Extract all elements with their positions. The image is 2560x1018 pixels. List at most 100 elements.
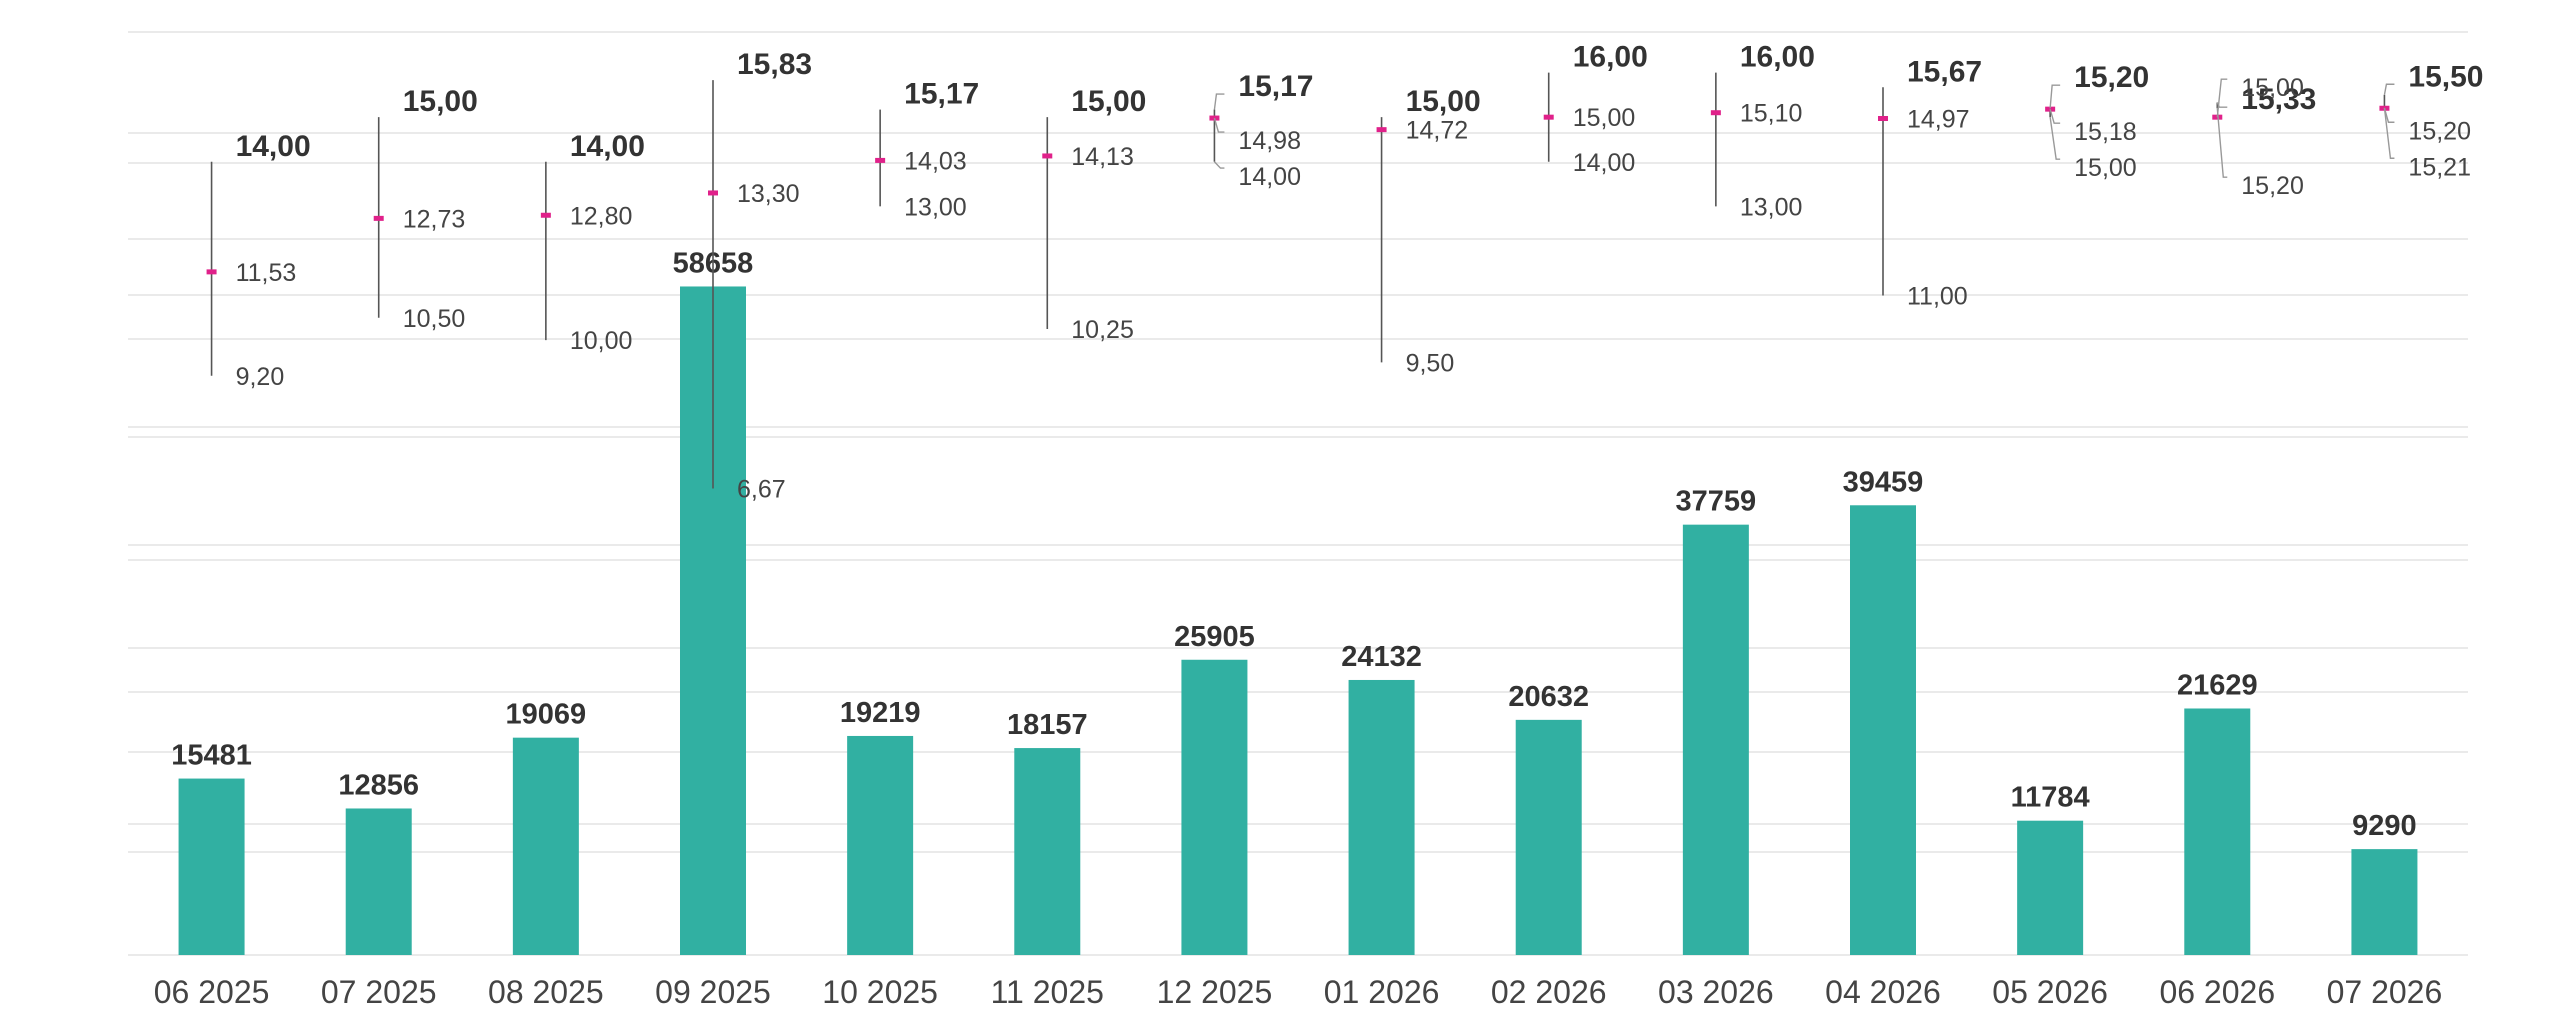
mean-leader-line <box>2383 108 2395 123</box>
x-tick-label: 11 2025 <box>991 974 1104 1010</box>
x-tick-label: 07 2026 <box>2327 974 2443 1010</box>
range-min-label: 14,00 <box>1573 149 1636 177</box>
range-mean-label: 14,98 <box>1238 127 1301 155</box>
bar-value-label: 25905 <box>1174 621 1255 653</box>
min-leader-line <box>2049 117 2061 160</box>
range-mean-label: 11,53 <box>236 259 297 287</box>
x-tick-label: 08 2025 <box>488 974 604 1010</box>
mean-leader-line <box>2216 78 2228 118</box>
bar-value-label: 19069 <box>506 699 587 731</box>
bar-value-label: 12856 <box>338 769 419 801</box>
range-max-label: 15,20 <box>2074 61 2149 94</box>
range-max-label: 15,50 <box>2408 60 2483 93</box>
bar-value-label: 19219 <box>840 697 921 729</box>
range-min-label: 11,00 <box>1907 283 1968 311</box>
x-tick-label: 09 2025 <box>655 974 771 1010</box>
range-mean-label: 12,80 <box>570 202 633 230</box>
range-max-label: 14,00 <box>570 130 645 163</box>
bar-03-2026 <box>1682 524 1749 955</box>
bar-10-2025 <box>847 735 914 955</box>
x-tick-label: 12 2025 <box>1157 974 1273 1010</box>
range-max-label: 15,67 <box>1907 55 1982 88</box>
x-tick-label: 06 2025 <box>154 974 270 1010</box>
range-max-label: 15,00 <box>403 85 478 118</box>
range-mean-label: 15,00 <box>1573 104 1636 132</box>
range-max-label: 16,00 <box>1573 41 1648 74</box>
range-min-label: 13,00 <box>1740 193 1803 221</box>
bar-07-2026 <box>2351 849 2418 955</box>
range-max-label: 15,83 <box>737 48 812 81</box>
max-leader-line <box>2216 102 2228 108</box>
max-leader-line <box>2383 83 2395 96</box>
range-mean-label: 14,13 <box>1071 143 1134 171</box>
bar-value-label: 39459 <box>1843 466 1924 498</box>
bar-value-label: 37759 <box>1676 486 1757 518</box>
range-mean-label: 15,00 <box>2241 74 2304 102</box>
x-tick-label: 06 2026 <box>2159 974 2275 1010</box>
x-tick-label: 05 2026 <box>1992 974 2108 1010</box>
bar-05-2026 <box>2017 820 2084 955</box>
range-series <box>206 72 2395 489</box>
range-max-label: 16,00 <box>1740 41 1815 74</box>
range-min-label: 9,50 <box>1406 349 1455 377</box>
max-leader-line <box>2049 84 2061 109</box>
range-mean-label: 14,72 <box>1406 117 1469 145</box>
bar-06-2026 <box>2184 708 2251 955</box>
x-tick-label: 04 2026 <box>1825 974 1941 1010</box>
x-tick-label: 10 2025 <box>822 974 938 1010</box>
bar-value-label: 15481 <box>171 740 252 772</box>
range-value-labels: 14,00 11,53 9,20 15,00 12,73 10,50 14,00 12,80 1… <box>236 41 2484 504</box>
bar-01-2026 <box>1348 679 1415 955</box>
range-max-label: 15,17 <box>1238 70 1313 103</box>
range-mean-label: 15,10 <box>1740 100 1803 128</box>
bar-08-2025 <box>512 737 579 955</box>
bar-04-2026 <box>1850 505 1916 955</box>
bar-series <box>178 286 2418 955</box>
x-tick-label: 07 2025 <box>321 974 437 1010</box>
min-leader-line <box>2216 108 2228 178</box>
range-min-label: 13,00 <box>904 193 967 221</box>
range-mean-label: 15,18 <box>2074 118 2137 146</box>
range-mean-label: 14,03 <box>904 147 967 175</box>
range-min-label: 10,00 <box>570 327 633 355</box>
range-mean-label: 15,20 <box>2408 117 2471 145</box>
bar-value-label: 11784 <box>2011 782 2090 814</box>
x-tick-label: 02 2026 <box>1491 974 1607 1010</box>
mean-leader-line <box>1213 117 1225 133</box>
range-min-label: 15,00 <box>2074 154 2137 182</box>
bar-07-2025 <box>345 808 412 955</box>
range-max-label: 14,00 <box>236 130 311 163</box>
range-mean-label: 13,30 <box>737 180 800 208</box>
x-tick-label: 01 2026 <box>1324 974 1440 1010</box>
bar-value-label: 24132 <box>1341 641 1422 673</box>
range-mean-label: 12,73 <box>403 205 466 233</box>
min-leader-line <box>2383 107 2395 159</box>
range-max-label: 15,17 <box>904 78 979 111</box>
range-max-label: 15,33 <box>2241 83 2316 116</box>
range-mean-label: 14,97 <box>1907 106 1970 134</box>
bar-12-2025 <box>1181 659 1248 955</box>
x-tick-label: 03 2026 <box>1658 974 1774 1010</box>
range-min-label: 9,20 <box>236 363 285 391</box>
range-min-label: 15,20 <box>2241 172 2304 200</box>
max-leader-line <box>1213 93 1225 110</box>
range-min-label: 14,00 <box>1238 163 1301 191</box>
bar-value-label: 20632 <box>1508 681 1589 713</box>
bar-value-label: 9290 <box>2352 810 2417 842</box>
range-min-label: 10,50 <box>403 305 466 333</box>
range-max-label: 15,00 <box>1406 85 1481 118</box>
bar-11-2025 <box>1014 748 1081 955</box>
bar-06-2025 <box>178 778 245 955</box>
min-leader-line <box>1213 161 1225 169</box>
x-axis: 06 2025 07 2025 08 2025 09 2025 10 2025 11 20… <box>154 974 2443 1010</box>
bar-value-label: 18157 <box>1007 709 1088 741</box>
bar-value-label: 21629 <box>2177 669 2258 701</box>
mean-leader-line <box>2049 108 2061 124</box>
range-max-label: 15,00 <box>1071 85 1146 118</box>
range-min-label: 6,67 <box>737 476 786 504</box>
range-min-label: 15,21 <box>2408 153 2471 181</box>
bar-02-2026 <box>1515 719 1582 955</box>
range-min-label: 10,25 <box>1071 316 1134 344</box>
